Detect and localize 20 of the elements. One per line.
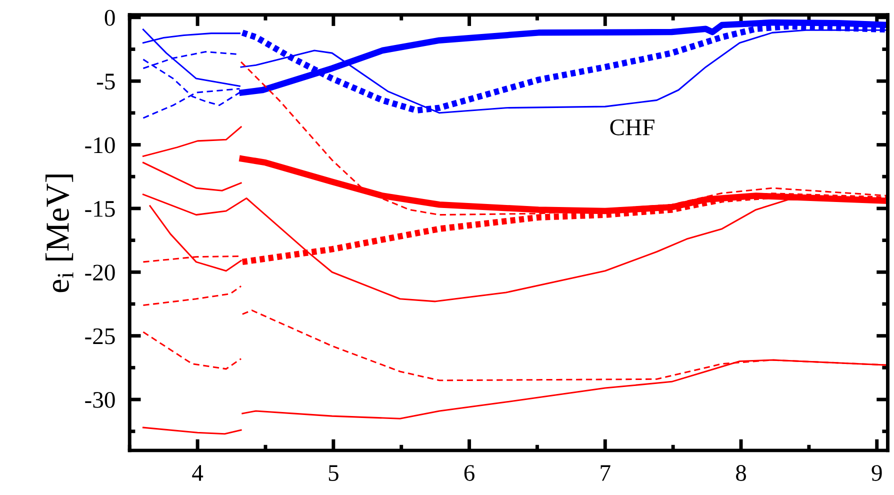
line-series bbox=[142, 162, 242, 192]
y-tick-label: -25 bbox=[85, 328, 115, 344]
y-tick-label: -10 bbox=[85, 137, 115, 154]
x-tick-label: 9 bbox=[872, 465, 882, 481]
line-series bbox=[142, 126, 242, 157]
x-tick-label: 7 bbox=[600, 465, 610, 481]
y-axis-title: e$_{i}$ [MeV] bbox=[46, 174, 74, 292]
y-tick-label: -15 bbox=[85, 201, 115, 217]
x-tick-label: 4 bbox=[192, 465, 204, 481]
y-tick-label: 0 bbox=[104, 10, 115, 26]
line-series bbox=[142, 331, 242, 370]
x-tick-label: 5 bbox=[328, 465, 338, 481]
x-tick-label: 6 bbox=[464, 465, 474, 481]
y-tick-label: -5 bbox=[96, 74, 115, 90]
line-series bbox=[142, 426, 242, 435]
y-tick-label: -30 bbox=[85, 392, 115, 408]
annotation: CHF bbox=[610, 119, 654, 136]
line-series bbox=[142, 285, 242, 306]
x-tick-label: 8 bbox=[736, 465, 746, 481]
y-tick-label: -20 bbox=[85, 264, 115, 281]
